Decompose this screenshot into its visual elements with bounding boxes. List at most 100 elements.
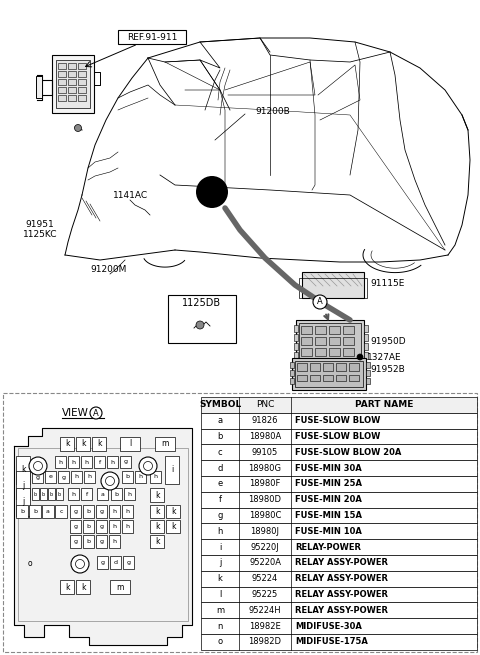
Text: g: g: [127, 560, 131, 565]
Text: h: h: [217, 527, 223, 536]
Text: k: k: [81, 440, 85, 449]
Text: 95224H: 95224H: [249, 606, 281, 615]
Bar: [290, 362, 294, 368]
Bar: [83, 520, 94, 533]
Bar: [118, 30, 186, 44]
Bar: [201, 428, 477, 444]
Text: h: h: [128, 491, 132, 496]
Bar: [122, 520, 133, 533]
Bar: [343, 337, 354, 345]
Bar: [58, 95, 66, 101]
Circle shape: [34, 462, 43, 470]
Bar: [70, 520, 81, 533]
Bar: [32, 488, 39, 500]
Bar: [201, 397, 477, 413]
Bar: [201, 587, 477, 603]
Text: h: h: [110, 460, 115, 464]
Text: 18980C: 18980C: [249, 511, 281, 520]
Circle shape: [74, 124, 82, 132]
Bar: [329, 348, 340, 356]
Bar: [81, 488, 92, 500]
Bar: [16, 505, 28, 518]
Text: f: f: [218, 495, 221, 504]
Bar: [150, 488, 164, 502]
Text: b: b: [125, 474, 130, 479]
Bar: [201, 603, 477, 618]
Bar: [168, 295, 236, 343]
Text: 91826: 91826: [252, 416, 278, 425]
Text: b: b: [115, 491, 119, 496]
Bar: [290, 370, 294, 376]
Bar: [366, 378, 370, 384]
Bar: [83, 505, 94, 518]
Text: 18980G: 18980G: [249, 464, 281, 473]
Text: 18982E: 18982E: [249, 622, 281, 631]
Bar: [349, 375, 359, 381]
Bar: [364, 352, 368, 359]
Text: A: A: [93, 409, 99, 417]
Text: 18980F: 18980F: [249, 479, 281, 489]
Text: k: k: [171, 522, 175, 531]
Text: b: b: [42, 491, 45, 496]
Bar: [366, 370, 370, 376]
Bar: [32, 471, 43, 483]
Bar: [294, 325, 298, 332]
Text: 95224: 95224: [252, 574, 278, 583]
Bar: [201, 634, 477, 650]
Bar: [29, 505, 41, 518]
Bar: [296, 320, 364, 365]
Text: b: b: [34, 491, 37, 496]
Text: e: e: [217, 479, 223, 489]
Text: h: h: [154, 474, 157, 479]
Bar: [292, 358, 366, 390]
Bar: [201, 555, 477, 571]
Bar: [122, 471, 133, 483]
Bar: [58, 87, 66, 93]
Text: k: k: [97, 440, 101, 449]
Bar: [16, 488, 30, 516]
Circle shape: [71, 555, 89, 573]
Text: g: g: [73, 509, 77, 514]
Circle shape: [357, 354, 363, 360]
Text: FUSE-SLOW BLOW 20A: FUSE-SLOW BLOW 20A: [295, 448, 401, 457]
Bar: [97, 488, 108, 500]
Bar: [329, 326, 340, 334]
Bar: [96, 535, 107, 548]
Bar: [18, 448, 188, 621]
Text: n: n: [217, 622, 223, 631]
Bar: [294, 343, 298, 350]
Text: o: o: [217, 637, 223, 646]
Text: FUSE-MIN 10A: FUSE-MIN 10A: [295, 527, 362, 536]
Bar: [294, 334, 298, 341]
Text: k: k: [217, 574, 222, 583]
Bar: [343, 348, 354, 356]
Text: e: e: [48, 474, 52, 479]
Text: REF.91-911: REF.91-911: [127, 33, 177, 41]
Text: g: g: [217, 511, 223, 520]
Circle shape: [75, 559, 84, 569]
Text: k: k: [155, 491, 159, 500]
Text: g: g: [100, 560, 105, 565]
Bar: [336, 375, 346, 381]
Text: l: l: [129, 440, 131, 449]
Text: m: m: [216, 606, 224, 615]
Text: k: k: [65, 440, 69, 449]
Circle shape: [29, 457, 47, 475]
Text: g: g: [61, 474, 65, 479]
Bar: [201, 444, 477, 460]
Text: d: d: [113, 560, 118, 565]
Text: h: h: [87, 474, 92, 479]
Bar: [58, 79, 66, 85]
Bar: [201, 460, 477, 476]
Text: d: d: [217, 464, 223, 473]
Bar: [343, 326, 354, 334]
Text: 95225: 95225: [252, 590, 278, 599]
Circle shape: [196, 176, 228, 208]
Text: j: j: [22, 498, 24, 506]
Circle shape: [101, 472, 119, 490]
Text: h: h: [139, 474, 143, 479]
Bar: [150, 535, 164, 548]
Text: a: a: [46, 509, 50, 514]
Bar: [58, 71, 66, 77]
Bar: [68, 488, 79, 500]
